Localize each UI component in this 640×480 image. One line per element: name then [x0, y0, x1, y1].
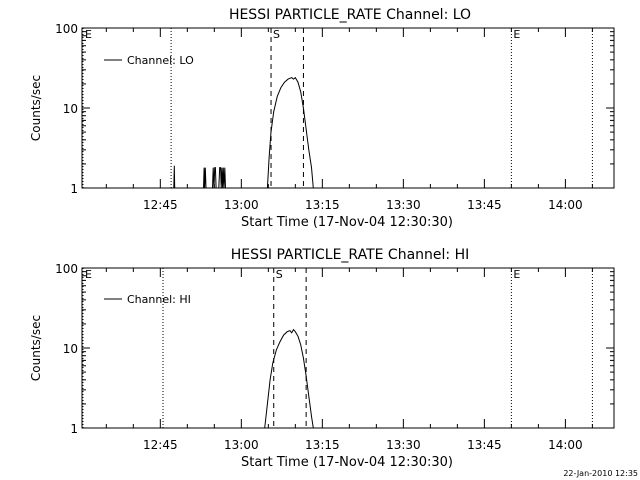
event-marker-label: E — [85, 268, 92, 281]
x-tick-label: 14:00 — [548, 438, 583, 452]
x-tick-label: 12:45 — [143, 198, 178, 212]
y-tick-label: 10 — [63, 342, 78, 356]
footer-timestamp: 22-Jan-2010 12:35 — [563, 469, 638, 478]
event-marker-label: S — [273, 28, 280, 41]
event-marker-label: E — [513, 268, 520, 281]
legend-label: Channel: HI — [127, 293, 191, 306]
event-marker-label: E — [85, 28, 92, 41]
plot-frame — [81, 267, 615, 429]
x-tick-label: 13:45 — [467, 438, 502, 452]
x-tick-label: 13:15 — [305, 198, 340, 212]
y-tick-label: 100 — [55, 262, 78, 276]
legend: Channel: LO — [104, 54, 194, 67]
y-axis-label: Counts/sec — [29, 75, 43, 141]
x-tick-label: 13:30 — [386, 438, 421, 452]
y-tick-label: 1 — [70, 422, 78, 436]
event-marker-label: E — [513, 28, 520, 41]
legend-label: Channel: LO — [127, 54, 194, 67]
panel-hi: HESSI PARTICLE_RATE Channel: HI Counts/s… — [29, 247, 615, 470]
event-marker-label: S — [276, 268, 283, 281]
y-tick-label: 10 — [63, 102, 78, 116]
legend: Channel: HI — [104, 293, 191, 306]
x-tick-label: 13:15 — [305, 438, 340, 452]
series-line — [264, 328, 314, 429]
x-tick-label: 13:30 — [386, 198, 421, 212]
x-tick-label: 12:45 — [143, 438, 178, 452]
panel-lo: HESSI PARTICLE_RATE Channel: LO Counts/s… — [29, 7, 615, 230]
x-axis-label: Start Time (17-Nov-04 12:30:30) — [241, 455, 453, 470]
x-tick-label: 13:00 — [224, 438, 259, 452]
y-tick-label: 1 — [70, 182, 78, 196]
plot-frame — [81, 27, 615, 189]
series-line — [173, 76, 314, 189]
chart-title: HESSI PARTICLE_RATE Channel: HI — [231, 247, 469, 263]
y-axis-label: Counts/sec — [29, 315, 43, 381]
x-tick-label: 14:00 — [548, 198, 583, 212]
x-axis-label: Start Time (17-Nov-04 12:30:30) — [241, 215, 453, 230]
chart-title: HESSI PARTICLE_RATE Channel: LO — [229, 7, 471, 23]
x-tick-label: 13:00 — [224, 198, 259, 212]
x-tick-label: 13:45 — [467, 198, 502, 212]
y-tick-label: 100 — [55, 22, 78, 36]
